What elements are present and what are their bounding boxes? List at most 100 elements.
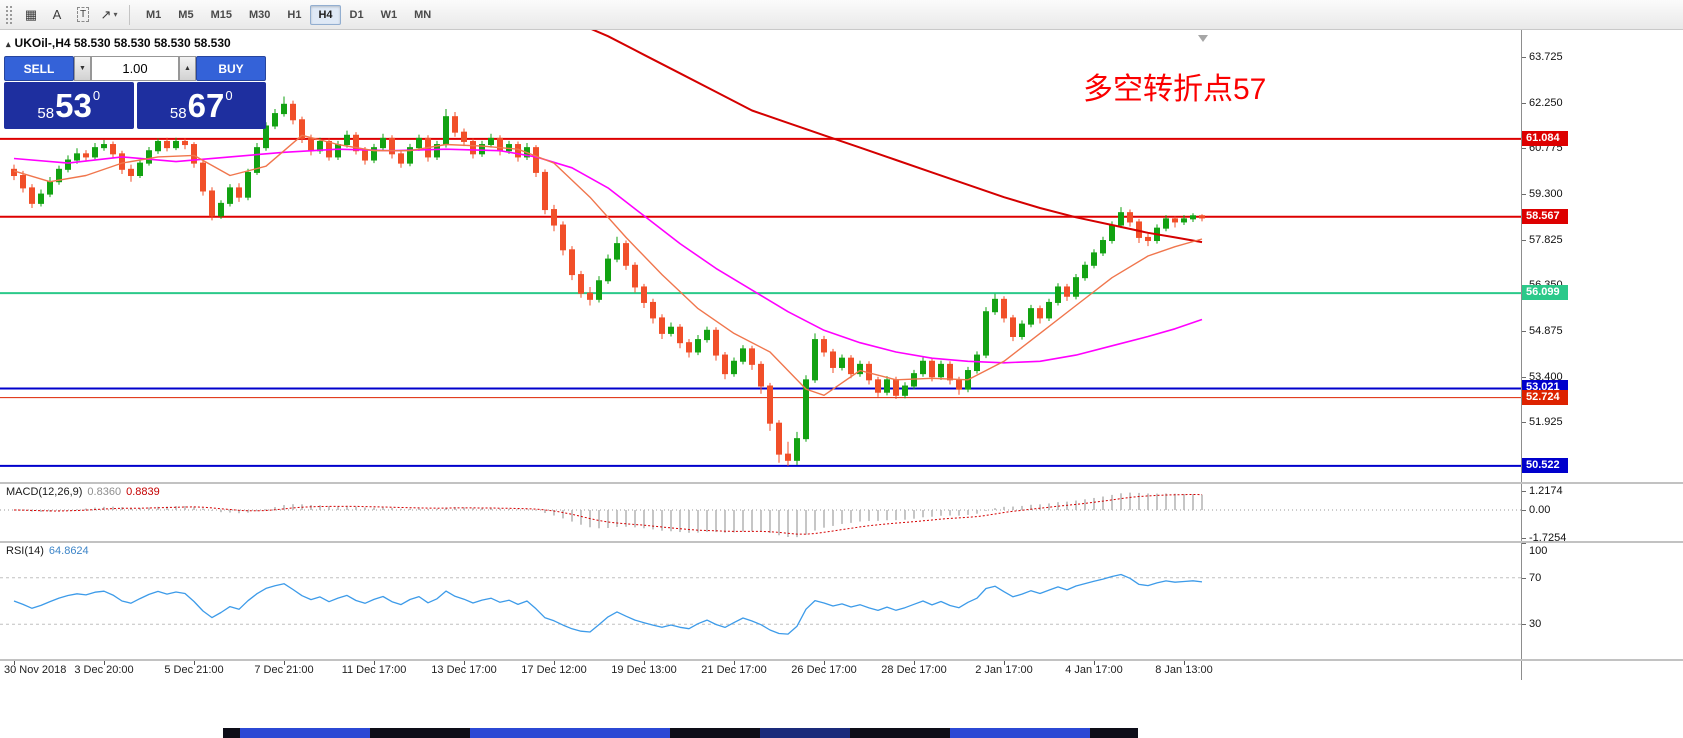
time-tick xyxy=(1094,661,1095,665)
price-axis-label: 57.825 xyxy=(1529,233,1563,246)
panel-divider[interactable] xyxy=(0,482,1683,484)
volume-decrease-button[interactable]: ▼ xyxy=(74,56,91,81)
timeframe-m5[interactable]: M5 xyxy=(178,8,194,21)
empty-area xyxy=(0,680,1683,728)
axis-tick xyxy=(1522,194,1526,196)
price-axis-label: 53.400 xyxy=(1529,370,1563,383)
time-tick xyxy=(194,661,195,665)
macd-axis-label: 0.00 xyxy=(1529,504,1551,517)
axis-tick xyxy=(1522,543,1526,544)
taskbar-sliver xyxy=(0,728,1683,738)
macd-name: MACD(12,26,9) xyxy=(6,486,83,498)
toolbar-grip[interactable] xyxy=(6,5,12,24)
sell-button[interactable]: SELL xyxy=(4,56,74,81)
text-tool-icon[interactable]: A xyxy=(52,7,62,22)
timeframe-mn[interactable]: MN xyxy=(414,8,432,21)
buy-price-prefix: 58 xyxy=(169,105,187,122)
drawing-tools-group: ▦ A T ↗ ▾ xyxy=(19,3,121,26)
chart-shift-marker-icon[interactable] xyxy=(1198,35,1208,42)
symbol-ohlc-text: UKOil-,H4 58.530 58.530 58.530 58.530 xyxy=(14,36,231,50)
timeframe-m15[interactable]: M15 xyxy=(210,8,232,21)
macd-axis-label: 1.2174 xyxy=(1529,485,1563,497)
time-tick xyxy=(1004,661,1005,665)
price-line-badge: 56.099 xyxy=(1522,285,1568,301)
time-tick xyxy=(914,661,915,665)
time-tick xyxy=(824,661,825,665)
buy-price-big: 67 xyxy=(187,87,225,124)
timeframe-m30[interactable]: M30 xyxy=(248,8,271,21)
volume-increase-button[interactable]: ▲ xyxy=(179,56,196,81)
time-axis-label: 21 Dec 17:00 xyxy=(701,664,767,676)
price-axis-label: 63.725 xyxy=(1529,51,1563,64)
grid-tool-icon[interactable]: ▦ xyxy=(24,6,38,22)
axis-tick xyxy=(1522,537,1526,539)
macd-axis-label: -1.7254 xyxy=(1529,531,1567,544)
chevron-down-icon: ▾ xyxy=(113,10,118,19)
axis-tick xyxy=(1522,239,1526,241)
price-axis[interactable]: 63.72562.25060.77559.30057.82556.35054.8… xyxy=(1521,30,1683,482)
sell-price-big: 53 xyxy=(55,87,92,124)
sell-price-prefix: 58 xyxy=(37,105,55,122)
rsi-axis[interactable]: 100 70 30 xyxy=(1521,543,1683,659)
timeframe-d1[interactable]: D1 xyxy=(349,8,364,21)
time-tick xyxy=(554,661,555,665)
price-line-badge: 61.084 xyxy=(1522,130,1568,146)
macd-axis[interactable]: 1.2174 0.00 -1.7254 xyxy=(1521,484,1683,544)
sell-price-sup: 0 xyxy=(92,88,101,103)
time-axis[interactable]: 30 Nov 2018 3 Dec 20:00 5 Dec 21:00 7 Dec 2… xyxy=(0,661,1521,680)
time-axis-label: 17 Dec 12:00 xyxy=(521,664,587,676)
axis-tick xyxy=(1522,510,1526,512)
time-axis-label: 5 Dec 21:00 xyxy=(164,664,224,676)
time-axis-label: 4 Jan 17:00 xyxy=(1065,664,1123,676)
panel-divider[interactable] xyxy=(0,541,1683,543)
axis-tick xyxy=(1522,57,1526,59)
toolbar-separator xyxy=(129,4,130,25)
taskbar-segment xyxy=(470,728,670,738)
axis-tick xyxy=(1522,422,1526,424)
time-tick xyxy=(644,661,645,665)
macd-value-signal: 0.8839 xyxy=(126,486,160,498)
rsi-axis-label: 70 xyxy=(1529,571,1542,584)
chart-annotation: 多空转折点57 xyxy=(1083,73,1267,106)
price-axis-label: 62.250 xyxy=(1529,96,1563,109)
axis-tick xyxy=(1522,102,1526,104)
taskbar-segment xyxy=(950,728,1090,738)
main-chart-plot[interactable]: ▴ UKOil-,H4 58.530 58.530 58.530 58.530 S… xyxy=(0,30,1521,482)
one-click-toggle-icon[interactable]: ▴ xyxy=(6,39,11,49)
time-axis-label: 8 Jan 13:00 xyxy=(1155,664,1213,676)
chart-title: ▴ UKOil-,H4 58.530 58.530 58.530 58.530 xyxy=(6,36,231,50)
time-axis-label: 30 Nov 2018 xyxy=(4,664,67,676)
time-axis-label: 11 Dec 17:00 xyxy=(341,664,407,676)
time-tick xyxy=(464,661,465,665)
sell-price-display[interactable]: 58 53 0 xyxy=(4,82,134,129)
time-axis-label: 3 Dec 20:00 xyxy=(74,664,134,676)
price-line-badge: 52.724 xyxy=(1522,389,1568,405)
buy-price-sup: 0 xyxy=(225,88,233,103)
macd-value-main: 0.8360 xyxy=(87,486,122,498)
price-axis-label: 51.925 xyxy=(1529,416,1563,429)
toolbar: ▦ A T ↗ ▾ M1 M5 M15 M30 H1 H4 D1 W1 MN xyxy=(0,0,1683,30)
timeframe-h4[interactable]: H4 xyxy=(310,4,341,25)
timeframe-h1[interactable]: H1 xyxy=(287,8,302,21)
price-axis-label: 59.300 xyxy=(1529,188,1563,201)
volume-input[interactable]: 1.00 xyxy=(91,56,179,81)
time-tick xyxy=(14,661,15,665)
axis-tick xyxy=(1522,577,1526,579)
panel-divider[interactable] xyxy=(0,659,1683,661)
label-tool-icon[interactable]: T xyxy=(71,3,95,26)
rsi-panel[interactable]: RSI(14) 64.8624 xyxy=(0,543,1521,659)
time-tick xyxy=(734,661,735,665)
price-line-badge: 58.567 xyxy=(1522,208,1568,224)
axis-tick xyxy=(1522,624,1526,626)
buy-button[interactable]: BUY xyxy=(196,56,266,81)
macd-panel[interactable]: MACD(12,26,9) 0.8360 0.8839 xyxy=(0,484,1521,541)
timeframe-w1[interactable]: W1 xyxy=(380,8,398,21)
time-tick xyxy=(284,661,285,665)
shapes-tool-icon[interactable]: ↗ ▾ xyxy=(100,6,118,22)
timeframe-m1[interactable]: M1 xyxy=(146,8,162,21)
time-axis-label: 26 Dec 17:00 xyxy=(791,664,857,676)
rsi-axis-label: 100 xyxy=(1529,545,1548,557)
axis-tick xyxy=(1522,331,1526,333)
buy-price-display[interactable]: 58 67 0 xyxy=(136,82,266,129)
